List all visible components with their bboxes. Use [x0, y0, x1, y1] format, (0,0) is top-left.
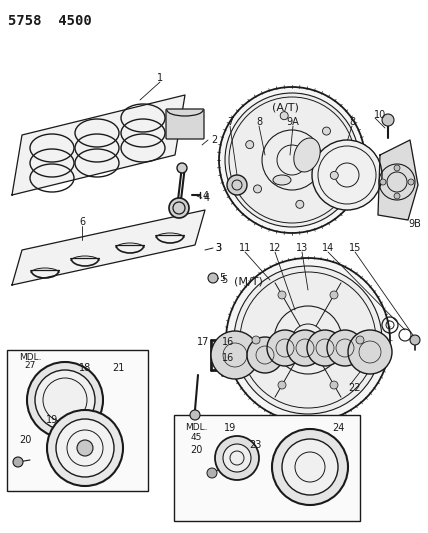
Circle shape — [380, 179, 386, 185]
Text: 9B: 9B — [409, 219, 422, 229]
Circle shape — [410, 335, 420, 345]
Text: 21: 21 — [112, 363, 124, 373]
Circle shape — [280, 112, 288, 120]
Text: 6: 6 — [79, 217, 85, 227]
Text: 8: 8 — [256, 117, 262, 127]
Text: 22: 22 — [349, 383, 361, 393]
Text: 19: 19 — [46, 415, 58, 425]
Text: 9A: 9A — [287, 117, 299, 127]
Circle shape — [47, 410, 123, 486]
Text: (M/T): (M/T) — [234, 277, 262, 287]
Circle shape — [322, 127, 330, 135]
Circle shape — [56, 419, 114, 477]
Text: 4: 4 — [204, 193, 210, 203]
Circle shape — [307, 330, 343, 366]
Circle shape — [330, 291, 338, 299]
Circle shape — [177, 163, 187, 173]
Circle shape — [327, 330, 363, 366]
Circle shape — [330, 172, 338, 180]
Circle shape — [215, 436, 259, 480]
Circle shape — [287, 330, 323, 366]
Circle shape — [225, 93, 359, 227]
FancyBboxPatch shape — [175, 415, 360, 521]
Text: MDL.: MDL. — [185, 424, 207, 432]
Circle shape — [278, 291, 286, 299]
Text: 3: 3 — [215, 243, 221, 253]
Circle shape — [356, 336, 364, 344]
Circle shape — [394, 165, 400, 171]
Circle shape — [27, 362, 103, 438]
FancyBboxPatch shape — [8, 350, 149, 490]
Circle shape — [278, 381, 286, 389]
Text: 1: 1 — [157, 73, 163, 83]
Polygon shape — [12, 95, 185, 195]
Circle shape — [219, 87, 365, 233]
Circle shape — [211, 331, 259, 379]
Text: 12: 12 — [269, 243, 281, 253]
Circle shape — [227, 175, 247, 195]
Circle shape — [35, 370, 95, 430]
Text: 24: 24 — [332, 423, 344, 433]
Text: 5: 5 — [219, 273, 225, 283]
Text: 27: 27 — [24, 361, 36, 370]
Circle shape — [408, 179, 414, 185]
Text: 16: 16 — [222, 337, 234, 347]
Text: 20: 20 — [190, 445, 202, 455]
Text: 5758  4500: 5758 4500 — [8, 14, 92, 28]
Text: 4: 4 — [203, 191, 209, 201]
Circle shape — [253, 185, 262, 193]
Circle shape — [267, 330, 303, 366]
Circle shape — [330, 381, 338, 389]
Circle shape — [394, 193, 400, 199]
Circle shape — [190, 410, 200, 420]
Text: 7: 7 — [227, 117, 233, 127]
Text: 8: 8 — [349, 117, 355, 127]
Text: 3: 3 — [215, 243, 221, 253]
Circle shape — [382, 114, 394, 126]
Circle shape — [226, 258, 390, 422]
Circle shape — [272, 429, 348, 505]
Circle shape — [77, 440, 93, 456]
Text: 13: 13 — [296, 243, 308, 253]
Circle shape — [282, 439, 338, 495]
Circle shape — [312, 140, 382, 210]
FancyBboxPatch shape — [166, 109, 204, 139]
Circle shape — [208, 273, 218, 283]
Circle shape — [296, 200, 304, 208]
Ellipse shape — [273, 175, 291, 185]
Circle shape — [348, 330, 392, 374]
Circle shape — [247, 337, 283, 373]
Text: 19: 19 — [224, 423, 236, 433]
Text: 15: 15 — [349, 243, 361, 253]
Text: 14: 14 — [322, 243, 334, 253]
Text: 10: 10 — [374, 110, 386, 120]
Circle shape — [252, 336, 260, 344]
Text: 5: 5 — [221, 275, 227, 285]
Circle shape — [223, 444, 251, 472]
Circle shape — [169, 198, 189, 218]
Text: 17: 17 — [197, 337, 209, 347]
Text: 45: 45 — [190, 432, 202, 441]
Text: MDL.: MDL. — [19, 353, 41, 362]
Text: 2: 2 — [211, 135, 217, 145]
Polygon shape — [12, 210, 205, 285]
Circle shape — [207, 468, 217, 478]
Text: 20: 20 — [19, 435, 31, 445]
Text: 16: 16 — [222, 353, 234, 363]
Circle shape — [13, 457, 23, 467]
Ellipse shape — [294, 138, 320, 172]
Text: (A/T): (A/T) — [271, 103, 298, 113]
Circle shape — [234, 266, 382, 414]
Text: 23: 23 — [249, 440, 261, 450]
Polygon shape — [378, 140, 418, 220]
Text: 11: 11 — [239, 243, 251, 253]
Circle shape — [246, 141, 254, 149]
Text: 18: 18 — [79, 363, 91, 373]
